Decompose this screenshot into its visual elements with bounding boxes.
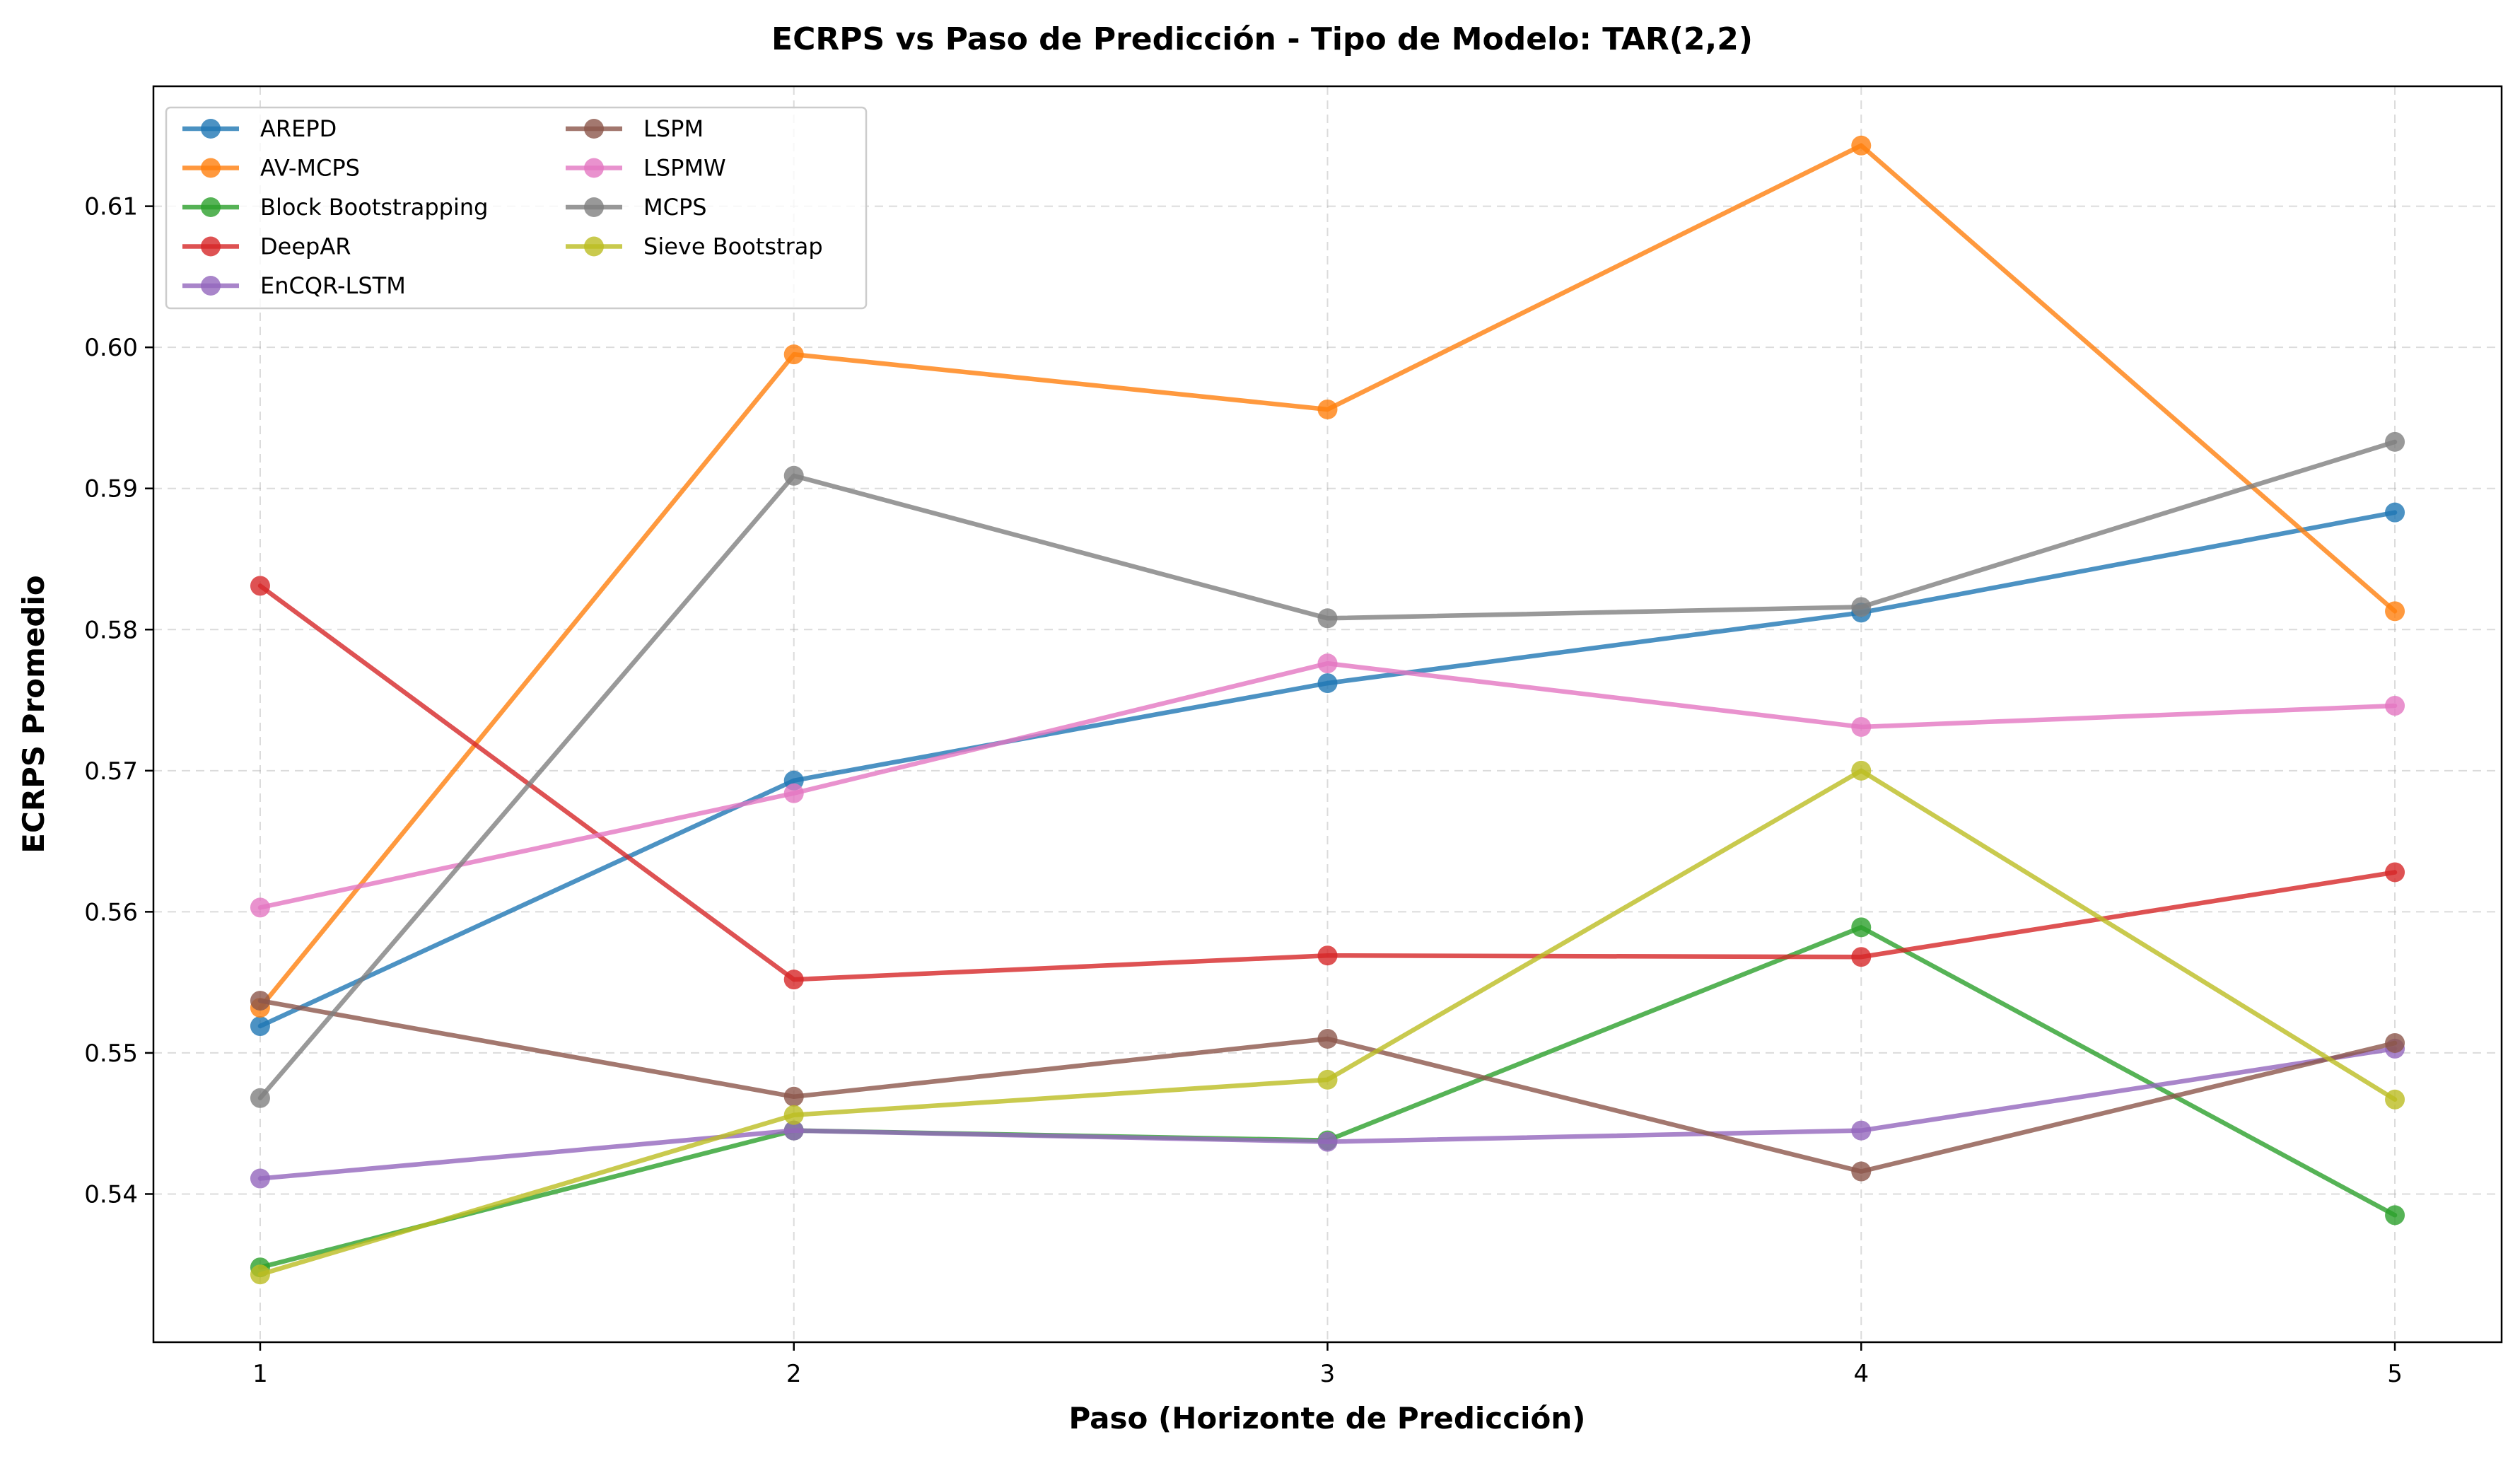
legend-marker <box>584 119 604 139</box>
data-point <box>250 1016 270 1037</box>
data-point <box>2385 1032 2405 1053</box>
legend-marker <box>201 197 221 217</box>
data-point <box>250 897 270 918</box>
data-point <box>1851 917 1872 938</box>
legend-label: AV-MCPS <box>260 155 360 182</box>
data-point <box>250 1264 270 1285</box>
data-point <box>783 465 804 486</box>
data-point <box>1851 1120 1872 1141</box>
legend-label: Block Bootstrapping <box>260 194 488 221</box>
legend-item: Sieve Bootstrap <box>566 233 823 260</box>
legend-marker <box>201 236 221 257</box>
series-layer <box>250 135 2405 1285</box>
data-point <box>250 1088 270 1108</box>
legend-label: EnCQR-LSTM <box>260 272 406 299</box>
x-tick-label: 4 <box>1853 1360 1869 1388</box>
legend-item: Block Bootstrapping <box>182 194 488 221</box>
y-axis-ticks: 0.54 0.55 0.56 0.57 0.58 0.59 0.60 0.61 <box>84 193 153 1209</box>
y-tick-label: 0.54 <box>84 1180 138 1209</box>
y-tick-label: 0.55 <box>84 1040 138 1068</box>
legend-item: DeepAR <box>182 233 351 260</box>
data-point <box>2385 601 2405 622</box>
x-tick-label: 2 <box>786 1360 802 1388</box>
data-point <box>783 970 804 990</box>
y-axis-label: ECRPS Promedio <box>16 575 51 853</box>
x-tick-label: 5 <box>2387 1360 2403 1388</box>
legend-item: AV-MCPS <box>182 155 360 182</box>
legend-label: AREPD <box>260 115 337 142</box>
data-point <box>250 576 270 596</box>
legend-items: AREPD AV-MCPS Block Bootstrapping DeepAR EnC… <box>182 115 823 299</box>
data-point <box>1317 399 1338 419</box>
data-point <box>1317 673 1338 694</box>
data-point <box>1851 597 1872 617</box>
y-tick-label: 0.56 <box>84 898 138 926</box>
data-point <box>1851 716 1872 737</box>
legend-label: MCPS <box>643 194 707 221</box>
legend-item: LSPM <box>566 115 704 142</box>
data-point <box>250 1168 270 1189</box>
legend-item: LSPMW <box>566 155 726 182</box>
data-point <box>1317 1069 1338 1090</box>
data-point <box>2385 1205 2405 1226</box>
data-point <box>783 344 804 365</box>
data-point <box>783 1120 804 1141</box>
legend-label: Sieve Bootstrap <box>643 233 823 260</box>
data-point <box>250 991 270 1011</box>
data-point <box>1317 1028 1338 1049</box>
y-tick-label: 0.58 <box>84 616 138 644</box>
data-point <box>1317 608 1338 629</box>
data-point <box>2385 696 2405 716</box>
series-deepar <box>250 576 2405 990</box>
series-lspmw <box>250 653 2405 918</box>
legend: AREPD AV-MCPS Block Bootstrapping DeepAR EnC… <box>165 106 868 310</box>
y-tick-label: 0.60 <box>84 334 138 362</box>
legend-item: MCPS <box>566 194 707 221</box>
data-point <box>783 1105 804 1125</box>
x-axis-label: Paso (Horizonte de Predicción) <box>1069 1401 1586 1436</box>
data-point <box>783 783 804 803</box>
x-axis-ticks: 1 2 3 4 5 <box>252 1342 2403 1388</box>
data-point <box>1317 945 1338 966</box>
legend-marker <box>201 158 221 178</box>
data-point <box>783 1086 804 1107</box>
x-tick-label: 1 <box>252 1360 268 1388</box>
legend-marker <box>201 119 221 139</box>
data-point <box>1851 135 1872 156</box>
legend-marker <box>201 276 221 296</box>
legend-item: AREPD <box>182 115 337 142</box>
chart-title: ECRPS vs Paso de Predicción - Tipo de Mo… <box>771 21 1753 57</box>
y-tick-label: 0.59 <box>84 475 138 504</box>
data-point <box>2385 502 2405 523</box>
legend-marker <box>584 158 604 178</box>
data-point <box>1851 760 1872 781</box>
series-sieve-bootstrap <box>250 760 2405 1285</box>
data-point <box>2385 862 2405 883</box>
data-point <box>1851 1161 1872 1182</box>
legend-item: EnCQR-LSTM <box>182 272 406 299</box>
series-mcps <box>250 431 2405 1108</box>
data-point <box>1317 653 1338 674</box>
data-point <box>1851 947 1872 967</box>
legend-marker <box>584 197 604 217</box>
legend-label: LSPMW <box>643 155 726 182</box>
y-tick-label: 0.57 <box>84 757 138 786</box>
legend-label: DeepAR <box>260 233 351 260</box>
data-point <box>2385 1089 2405 1110</box>
data-point <box>1317 1131 1338 1152</box>
legend-box <box>165 106 868 310</box>
x-tick-label: 3 <box>1320 1360 1336 1388</box>
legend-marker <box>584 236 604 257</box>
legend-label: LSPM <box>643 115 704 142</box>
data-point <box>2385 431 2405 452</box>
series-lspm <box>250 991 2405 1182</box>
y-tick-label: 0.61 <box>84 193 138 221</box>
